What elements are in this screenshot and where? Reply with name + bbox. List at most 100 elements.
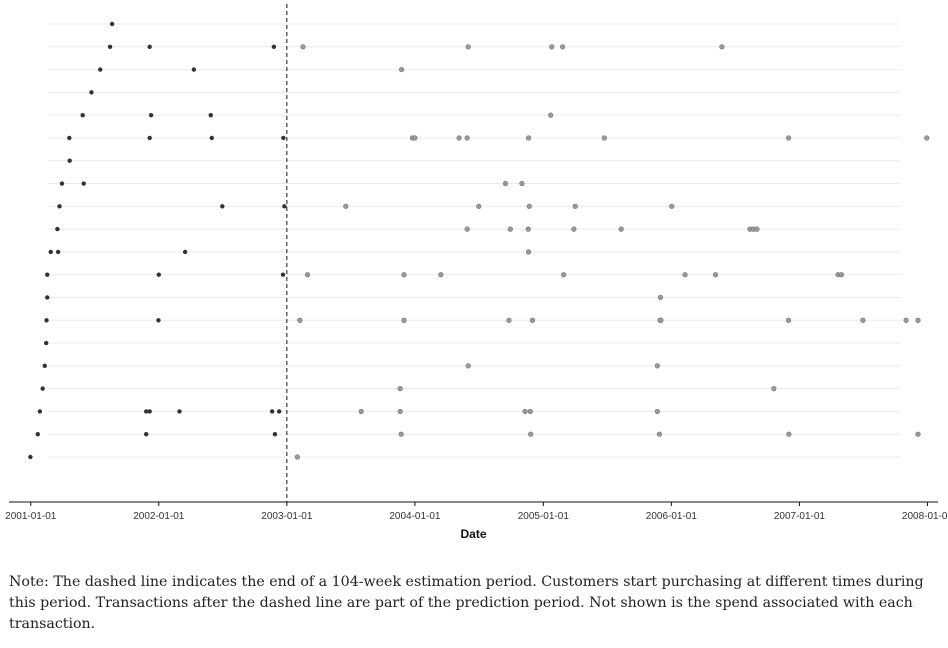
estimation-transaction-dot (280, 272, 286, 277)
prediction-transaction-dot (525, 135, 532, 141)
estimation-transaction-dot (269, 409, 275, 414)
estimation-transaction-dot (80, 112, 85, 118)
x-tick-label: 2003-01-01 (261, 511, 313, 522)
estimation-transaction-dot (147, 44, 152, 49)
prediction-transaction-dot (860, 317, 866, 323)
estimation-transaction-dot (156, 272, 162, 277)
estimation-transaction-dot (282, 204, 287, 209)
prediction-transaction-dot (903, 317, 909, 323)
prediction-transaction-dot (549, 44, 555, 50)
estimation-transaction-dot (67, 158, 72, 163)
prediction-transaction-dot (656, 431, 663, 437)
prediction-transaction-dot (838, 272, 845, 278)
prediction-transaction-dot (571, 226, 577, 232)
estimation-transaction-dot (35, 432, 40, 437)
prediction-transaction-dot (397, 386, 403, 392)
x-tick-label: 2008-01-01 (902, 511, 948, 522)
prediction-transaction-dot (358, 408, 364, 415)
estimation-transaction-dot (148, 112, 154, 118)
prediction-transaction-dot (771, 386, 777, 392)
estimation-transaction-dot (98, 67, 103, 72)
estimation-transaction-dot (44, 318, 49, 323)
prediction-transaction-dot (438, 272, 444, 278)
estimation-transaction-dot (55, 249, 61, 255)
gridlines (48, 23, 900, 458)
prediction-transaction-dot (915, 317, 921, 323)
estimation-transaction-dot (89, 90, 94, 95)
prediction-transaction-dot (527, 408, 533, 415)
prediction-transaction-dot (754, 226, 760, 232)
estimation-transaction-dot (109, 21, 115, 27)
prediction-transaction-dot (401, 272, 407, 278)
estimation-transaction-dot (45, 295, 50, 300)
x-tick-label: 2004-01-01 (389, 511, 441, 522)
prediction-transaction-dot (456, 135, 462, 141)
estimation-transaction-dot (55, 226, 60, 232)
estimation-transaction-dot (67, 135, 72, 141)
prediction-transaction-dot (785, 135, 792, 141)
estimation-transaction-dot (156, 318, 161, 323)
prediction-transaction-dot (528, 431, 534, 437)
prediction-transaction-dot (529, 317, 536, 323)
estimation-transaction-dot (45, 272, 50, 277)
x-tick-label: 2006-01-01 (646, 511, 698, 522)
x-tick-label: 2001-01-01 (5, 511, 57, 522)
estimation-transaction-dot (272, 432, 278, 437)
prediction-transaction-dot (464, 226, 470, 232)
estimation-transaction-dot (147, 135, 152, 141)
estimation-transaction-dot (208, 112, 213, 118)
estimation-transaction-dot (281, 135, 286, 141)
prediction-transaction-dot (465, 44, 471, 50)
estimation-transaction-dot (220, 204, 225, 209)
prediction-transaction-dot (412, 135, 418, 141)
prediction-transaction-dot (561, 272, 567, 278)
estimation-transaction-dot (28, 454, 33, 460)
prediction-transaction-dot (719, 44, 725, 50)
prediction-transaction-dot (669, 203, 675, 209)
prediction-transaction-dot (712, 272, 719, 278)
prediction-transaction-dot (525, 226, 531, 232)
prediction-transaction-dot (601, 135, 607, 141)
prediction-transaction-dot (657, 294, 664, 301)
estimation-transaction-dot (191, 67, 197, 72)
prediction-transaction-dot (654, 363, 660, 369)
prediction-transaction-dot (786, 431, 792, 437)
prediction-transaction-dot (401, 317, 407, 323)
prediction-transaction-dot (397, 408, 403, 415)
x-tick-label: 2005-01-01 (518, 511, 570, 522)
estimation-transaction-dot (81, 181, 86, 186)
estimation-transaction-dot (37, 409, 43, 414)
prediction-transaction-dot (785, 317, 792, 323)
prediction-transaction-dot (682, 272, 688, 278)
prediction-transaction-dot (560, 44, 566, 50)
prediction-transaction-dot (525, 249, 532, 255)
prediction-transaction-dot (297, 317, 303, 323)
x-axis-title: Date (460, 527, 486, 541)
x-tick-label: 2002-01-01 (133, 511, 185, 522)
customer-transactions-chart: 2001-01-01 2002-01-01 2003-01-01 2004-01-01… (5, 4, 948, 541)
prediction-transaction-dot (343, 203, 349, 209)
prediction-transaction-dot (507, 226, 513, 232)
estimation-transaction-dot (42, 363, 47, 369)
estimation-transaction-dot (59, 181, 65, 186)
figure-note: Note: The dashed line indicates the end … (9, 574, 924, 632)
estimation-transaction-dot (57, 204, 62, 209)
prediction-transaction-dot (519, 180, 525, 187)
prediction-transaction-dot (506, 317, 512, 323)
x-axis: 2001-01-01 2002-01-01 2003-01-01 2004-01-01… (5, 501, 948, 522)
prediction-transaction-dot (304, 272, 311, 278)
prediction-transaction-dot (915, 431, 921, 437)
prediction-transaction-dot (464, 135, 470, 141)
prediction-transaction-dot (658, 317, 664, 323)
prediction-transaction-dot (465, 363, 471, 369)
estimation-transaction-dot (107, 44, 113, 49)
prediction-transaction-dot (548, 112, 554, 118)
estimation-transaction-dot (43, 340, 49, 346)
estimation-transaction-dot (143, 432, 149, 437)
estimation-transaction-dot (177, 409, 182, 414)
prediction-transaction-dot (924, 135, 930, 141)
estimation-transaction-dot (143, 409, 149, 414)
estimation-transaction-dot (48, 249, 53, 255)
estimation-transaction-dot (147, 409, 152, 414)
prediction-transaction-dot (300, 44, 306, 50)
